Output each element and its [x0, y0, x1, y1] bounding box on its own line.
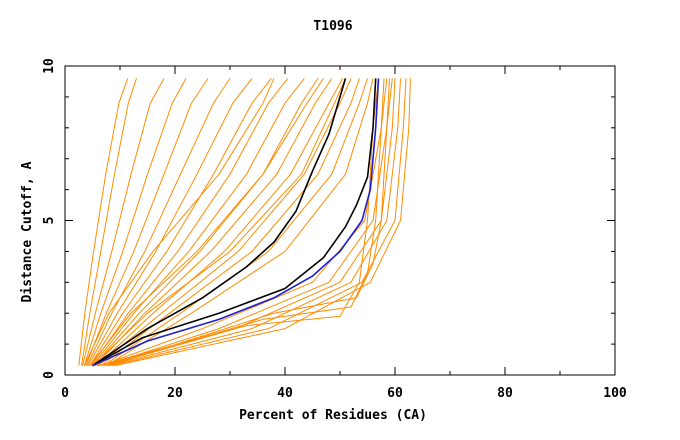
model-line-2 — [82, 78, 165, 366]
model-line-25 — [114, 78, 411, 367]
model-line-26 — [97, 78, 379, 367]
model-line-16 — [106, 78, 374, 367]
x-tick-label: 20 — [167, 386, 183, 401]
model-line-7 — [89, 78, 272, 366]
model-line-4 — [85, 78, 209, 366]
chart-title: T1096 — [313, 19, 352, 34]
model-line-27 — [103, 78, 388, 367]
highlight-line-30 — [92, 78, 377, 367]
y-axis-label: Distance Cutoff, A — [20, 161, 35, 302]
model-line-1 — [81, 78, 137, 366]
ticklabel-layer: 0 20 40 60 80 100 0 5 10 — [42, 58, 627, 401]
model-line-14 — [100, 78, 360, 367]
model-line-5 — [86, 78, 231, 366]
x-tick-label: 0 — [61, 386, 69, 401]
y-tick-label: 5 — [42, 217, 57, 225]
model-line-19 — [92, 78, 346, 367]
x-tick-label: 100 — [603, 386, 627, 401]
y-tick-label: 10 — [42, 58, 57, 74]
x-axis-label: Percent of Residues (CA) — [239, 408, 427, 423]
x-tick-label: 80 — [497, 386, 513, 401]
model-line-9 — [92, 78, 305, 367]
x-tick-label: 40 — [277, 386, 293, 401]
model-line-6 — [87, 78, 253, 366]
model-line-24 — [111, 78, 407, 367]
x-tick-label: 60 — [387, 386, 403, 401]
model-line-10 — [93, 78, 319, 367]
highlight-line-31 — [92, 78, 380, 367]
model-line-3 — [83, 78, 187, 366]
model-line-15 — [103, 78, 368, 367]
model-line-23 — [108, 78, 401, 367]
model-line-0 — [78, 78, 129, 366]
series-layer — [78, 78, 411, 367]
model-line-28 — [108, 78, 393, 367]
model-line-13 — [97, 78, 352, 367]
model-line-12 — [96, 78, 344, 367]
model-line-11 — [94, 78, 333, 367]
model-line-21 — [103, 78, 390, 367]
tick-layer — [64, 65, 616, 376]
y-tick-label: 0 — [42, 371, 57, 379]
model-line-8 — [90, 78, 289, 366]
model-line-18 — [89, 78, 324, 367]
highlight-line-29 — [92, 78, 347, 367]
model-line-17 — [83, 78, 275, 366]
